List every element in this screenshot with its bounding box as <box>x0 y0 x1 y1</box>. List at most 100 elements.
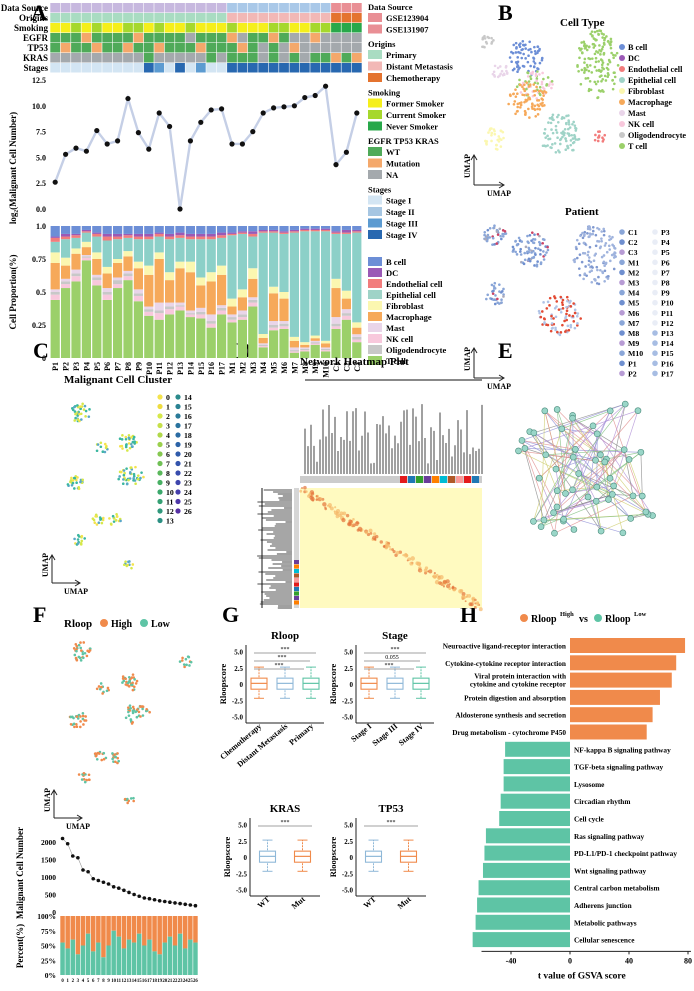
stacked-bar-segment <box>123 256 133 271</box>
annotation-row-label: TP53 <box>27 43 48 53</box>
legend-dot <box>175 470 181 476</box>
stacked-bar-segment <box>185 261 195 273</box>
celltype-umap-title: Cell Type <box>560 17 605 29</box>
legend-dot <box>175 441 181 448</box>
stacked-bar-segment <box>248 226 258 232</box>
umap-point <box>549 121 553 125</box>
network-node <box>605 496 612 503</box>
percent-x-tick: 17 <box>147 979 152 984</box>
legend-item-label: M5 <box>628 299 639 308</box>
annotation-cell <box>299 3 310 13</box>
legend-item-label: 19 <box>184 441 192 450</box>
umap-point <box>515 253 519 256</box>
umap-point <box>596 268 599 272</box>
umap-point <box>539 248 542 252</box>
network-edge <box>538 477 554 513</box>
cell-number-point <box>96 878 101 883</box>
stacked-bar-segment <box>92 280 102 286</box>
umap-point <box>94 515 97 518</box>
panel-label-h: H <box>460 602 477 627</box>
boxplot-title: Rloop <box>271 630 299 642</box>
stacked-bar-segment <box>237 297 247 311</box>
module-color-cell <box>294 587 299 591</box>
annotation-cell <box>341 53 352 63</box>
stacked-bar-segment <box>217 226 227 233</box>
annotation-cell <box>164 33 175 43</box>
annotation-cell <box>341 63 352 73</box>
umap-point <box>599 268 602 272</box>
umap-point <box>603 36 607 40</box>
line-point <box>63 151 69 157</box>
umap-point <box>604 242 608 245</box>
umap-point <box>550 128 553 131</box>
umap-point <box>585 44 588 48</box>
stacked-bar-segment <box>196 239 206 278</box>
legend-swatch <box>368 312 382 321</box>
umap-point <box>601 89 604 92</box>
umap-point <box>526 234 529 238</box>
umap-point <box>583 230 587 234</box>
umap-point <box>132 799 135 803</box>
umap-point <box>522 65 526 68</box>
dot-y-tick: 0 <box>52 908 56 917</box>
stacked-bar-segment <box>331 323 341 327</box>
annotation-cell <box>60 63 71 73</box>
stacked-bar-segment <box>258 334 268 338</box>
umap-point <box>594 60 598 64</box>
stacked-bar-segment <box>258 226 268 230</box>
legend-item-label: P5 <box>661 248 670 257</box>
umap-point <box>75 723 78 726</box>
stacked-bar-segment <box>227 314 237 318</box>
umap-axis-arrow <box>470 347 478 354</box>
stacked-bar-segment <box>217 265 227 275</box>
umap-point <box>101 692 104 695</box>
umap-point <box>561 135 564 139</box>
umap-point <box>85 778 88 782</box>
annotation-cell <box>247 33 258 43</box>
module-color-cell <box>448 476 455 483</box>
umap-point <box>523 258 527 262</box>
umap-point <box>516 92 519 96</box>
umap-point <box>523 109 527 113</box>
umap-point <box>543 89 546 93</box>
annotation-cell <box>71 53 81 63</box>
umap-point <box>608 42 611 45</box>
annotation-cell <box>216 63 227 73</box>
umap-point <box>557 149 560 152</box>
umap-point <box>596 136 600 139</box>
annotation-cell <box>71 13 81 23</box>
panel-label-g: G <box>222 602 239 627</box>
annotation-cell <box>154 3 165 13</box>
umap-point <box>494 294 497 297</box>
boxplot-title: KRAS <box>270 803 301 815</box>
network-node <box>550 509 557 516</box>
umap-point <box>559 138 562 142</box>
percent-bar-low <box>70 939 76 975</box>
heatmap-diagonal-mark <box>310 492 315 496</box>
heatmap-diagonal-mark <box>369 532 373 535</box>
umap-point <box>582 44 586 48</box>
stacked-bar-segment <box>269 286 279 294</box>
stacked-bar-segment <box>237 319 247 358</box>
line-point <box>52 179 58 185</box>
heatmap-diagonal-mark <box>442 580 447 584</box>
umap-point <box>524 57 527 60</box>
umap-point <box>583 57 587 61</box>
legend-dot <box>652 340 658 346</box>
umap-point <box>97 685 101 688</box>
umap-point <box>563 128 567 131</box>
network-node <box>593 483 601 491</box>
umap-point <box>601 77 605 81</box>
umap-point <box>519 247 522 251</box>
gsva-bar <box>478 880 570 896</box>
annotation-cell <box>320 3 331 13</box>
umap-point <box>561 116 564 119</box>
stacked-bar-segment <box>341 315 351 320</box>
umap-point <box>527 85 531 88</box>
annotation-cell <box>247 63 258 73</box>
umap-point <box>550 327 554 330</box>
umap-point <box>606 63 610 66</box>
umap-point <box>493 243 496 246</box>
umap-point <box>486 228 490 232</box>
